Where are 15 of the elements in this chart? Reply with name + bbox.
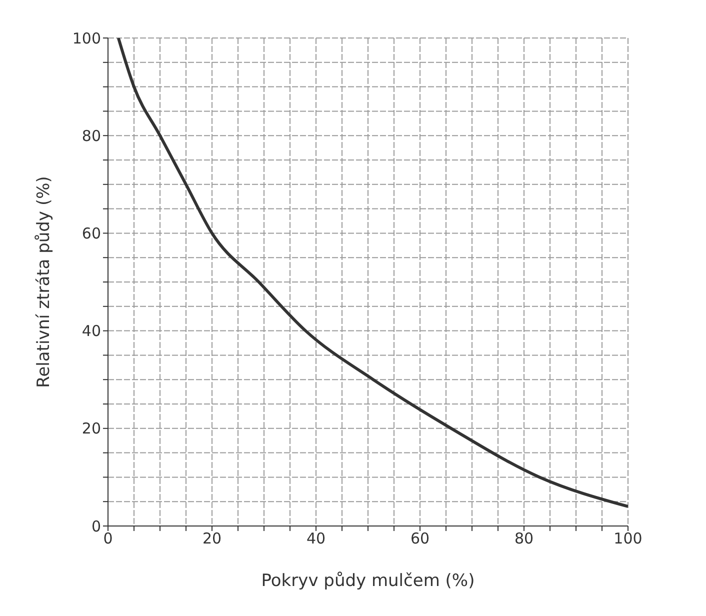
x-tick-label: 100 <box>614 530 642 548</box>
x-tick-label: 20 <box>202 530 222 548</box>
x-tick-label: 0 <box>103 530 113 548</box>
y-tick-label: 20 <box>82 420 101 438</box>
y-tick-label: 0 <box>91 517 101 536</box>
line-series <box>116 38 628 508</box>
y-tick-label: 40 <box>82 322 101 340</box>
y-tick-label: 100 <box>72 29 101 48</box>
x-tick-label: 60 <box>410 530 430 548</box>
y-tick-label: 80 <box>82 126 101 145</box>
x-tick-label: 40 <box>306 530 326 548</box>
y-tick-label: 60 <box>82 224 101 243</box>
x-axis-title: Pokryv půdy mulčem (%) <box>261 571 475 591</box>
y-axis-title: Relativní ztráta půdy (%) <box>34 176 54 388</box>
x-tick-label: 80 <box>514 530 534 548</box>
